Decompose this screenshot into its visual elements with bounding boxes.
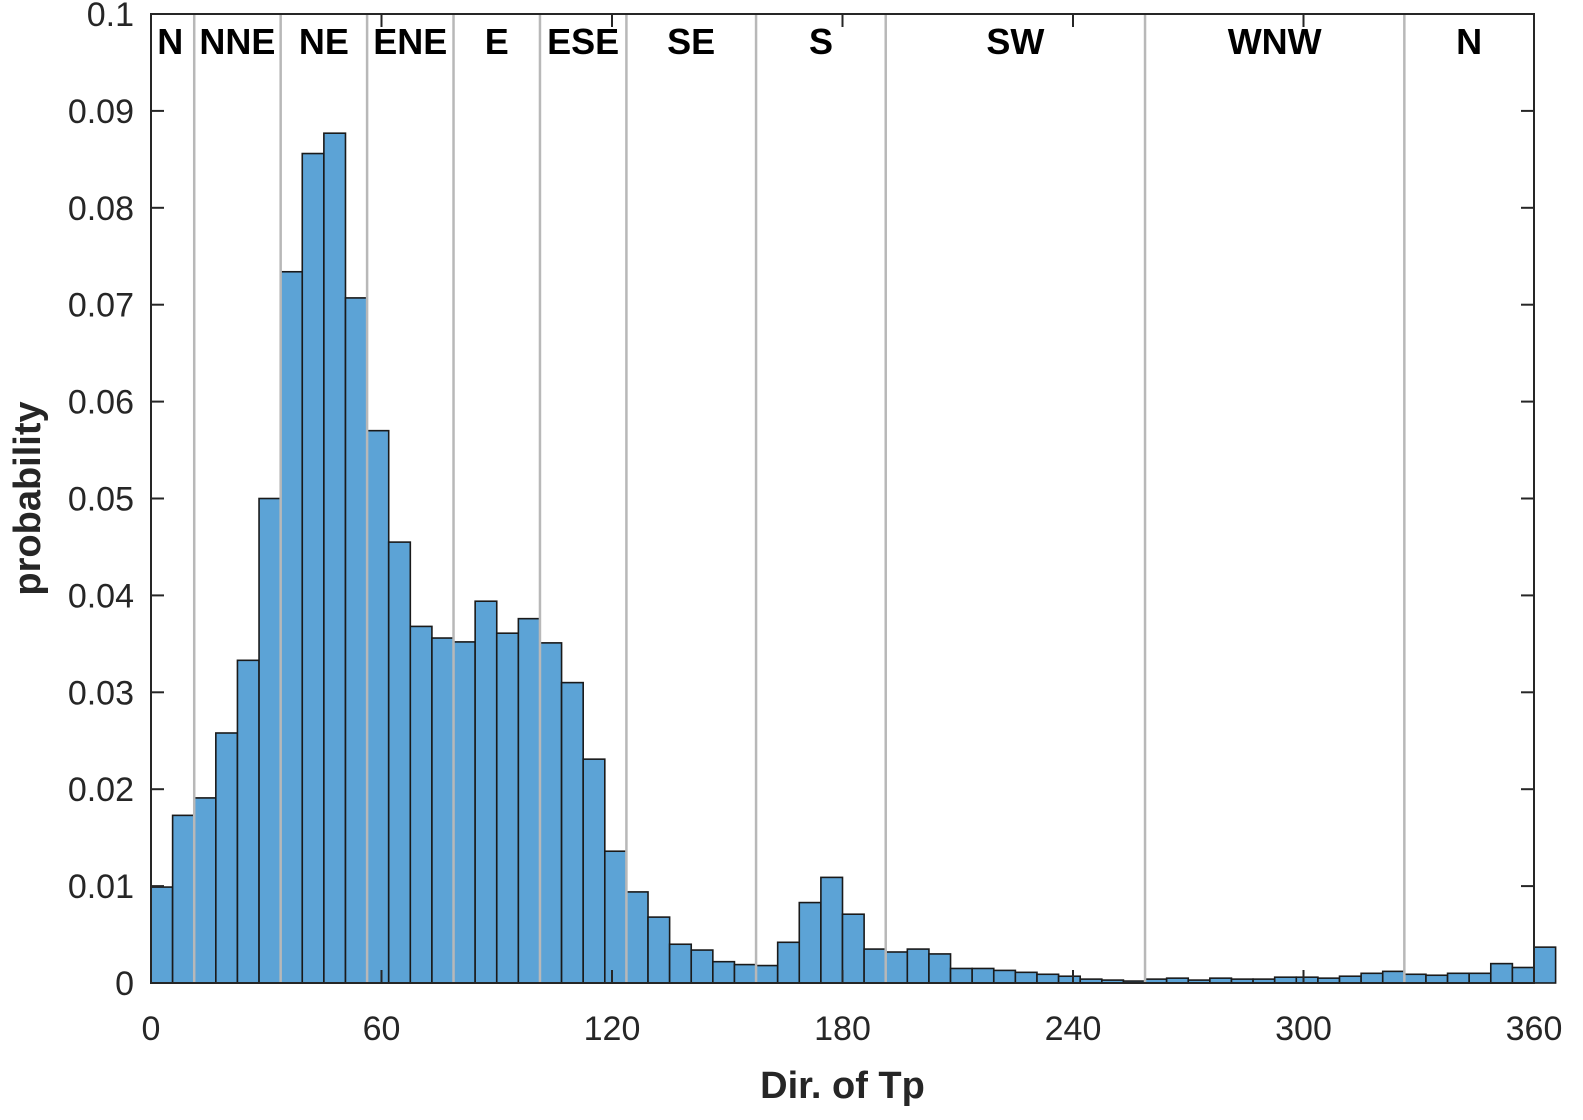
histogram-bar <box>863 948 887 984</box>
histogram-bar <box>884 951 909 984</box>
histogram-bar <box>495 632 520 984</box>
y-tick-label: 0.1 <box>87 0 134 34</box>
sector-label: NE <box>299 21 349 62</box>
y-tick-label: 0.07 <box>68 287 134 325</box>
histogram-bar <box>668 943 693 984</box>
x-tick-labels: 0 60 120 180 240 300 360 <box>142 1010 1563 1048</box>
x-tick-label: 120 <box>584 1010 641 1048</box>
histogram-bar <box>258 497 282 984</box>
histogram-bar <box>1403 973 1427 984</box>
x-tick-label: 240 <box>1045 1010 1102 1048</box>
histogram-bar <box>647 916 671 984</box>
histogram-bar <box>539 642 563 984</box>
sector-label: N <box>1456 21 1482 62</box>
y-tick-label: 0.09 <box>68 93 134 131</box>
sector-label: SE <box>667 21 715 62</box>
histogram-bar <box>215 732 239 984</box>
x-tick-label: 180 <box>814 1010 871 1048</box>
y-tick-label: 0.02 <box>68 771 134 809</box>
sector-label: ENE <box>373 21 447 62</box>
y-tick-label: 0.04 <box>68 577 134 615</box>
histogram-bar <box>344 297 368 984</box>
histogram-bar <box>387 541 412 984</box>
bars-group <box>150 132 1557 984</box>
histogram-bar <box>712 960 736 984</box>
x-tick-label: 60 <box>363 1010 401 1048</box>
histogram-bar <box>776 941 801 984</box>
y-tick-label: 0 <box>115 965 134 1003</box>
histogram-bar <box>474 600 498 984</box>
x-tick-label: 360 <box>1506 1010 1563 1048</box>
x-tick-label: 0 <box>142 1010 161 1048</box>
histogram-bar <box>971 967 995 984</box>
histogram-bar <box>193 797 217 984</box>
sector-lines-group <box>192 14 1406 983</box>
y-tick-label: 0.01 <box>68 868 134 906</box>
histogram-bar <box>906 948 930 984</box>
sector-label: N <box>157 21 183 62</box>
y-tick-label: 0.05 <box>68 481 134 519</box>
histogram-bar <box>409 625 433 984</box>
y-tick-labels: 0 0.01 0.02 0.03 0.04 0.05 0.06 0.07 0.08 0.09 0.1 <box>68 0 134 1003</box>
sector-labels-group: N NNE NE ENE E ESE SE S SW WNW N <box>157 21 1482 62</box>
histogram-bar <box>1014 971 1038 984</box>
histogram-bar <box>366 429 390 984</box>
histogram-bar <box>820 876 844 984</box>
sector-label: NNE <box>199 21 275 62</box>
y-tick-label: 0.03 <box>68 674 134 712</box>
histogram-bar <box>517 617 541 984</box>
histogram-bar <box>798 901 822 984</box>
y-tick-label: 0.06 <box>68 384 134 422</box>
histogram-bar <box>992 969 1017 984</box>
histogram-bar <box>582 758 606 984</box>
histogram-bar <box>1360 972 1384 984</box>
ticks-group <box>150 13 1535 984</box>
y-axis-title: probability <box>7 401 49 595</box>
histogram-bar <box>625 891 649 984</box>
sector-label: WNW <box>1228 21 1322 62</box>
histogram-bar <box>690 949 714 984</box>
histogram-bar <box>1489 962 1514 984</box>
sector-label: S <box>809 21 833 62</box>
histogram-bar <box>431 637 455 984</box>
histogram-bar <box>1446 972 1470 984</box>
histogram-bar <box>1036 973 1060 984</box>
histogram-bar <box>1468 972 1492 984</box>
histogram-bar <box>1425 974 1449 984</box>
sector-label: E <box>485 21 509 62</box>
histogram-bar <box>733 963 757 984</box>
sector-label: ESE <box>547 21 619 62</box>
histogram-bar <box>928 953 952 984</box>
histogram-bar <box>171 814 196 984</box>
histogram-bar <box>1533 946 1557 984</box>
x-axis-title: Dir. of Tp <box>760 1065 925 1107</box>
histogram-bar <box>603 850 628 984</box>
histogram-bar <box>1338 975 1362 984</box>
histogram-bar <box>1381 970 1406 984</box>
histogram-bar <box>560 681 584 984</box>
histogram-bar <box>150 886 174 984</box>
histogram-bar <box>236 659 260 984</box>
histogram-bar <box>452 641 476 984</box>
histogram-bar <box>755 964 779 984</box>
histogram-bar <box>1511 966 1535 984</box>
histogram-bar <box>279 270 304 984</box>
histogram-bar <box>301 152 325 984</box>
x-tick-label: 300 <box>1275 1010 1332 1048</box>
sector-label: SW <box>986 21 1044 62</box>
y-tick-label: 0.08 <box>68 190 134 228</box>
histogram-bar <box>323 132 347 984</box>
histogram-bar <box>841 913 865 984</box>
histogram-bar <box>949 967 973 984</box>
histogram-bar <box>1057 975 1082 984</box>
